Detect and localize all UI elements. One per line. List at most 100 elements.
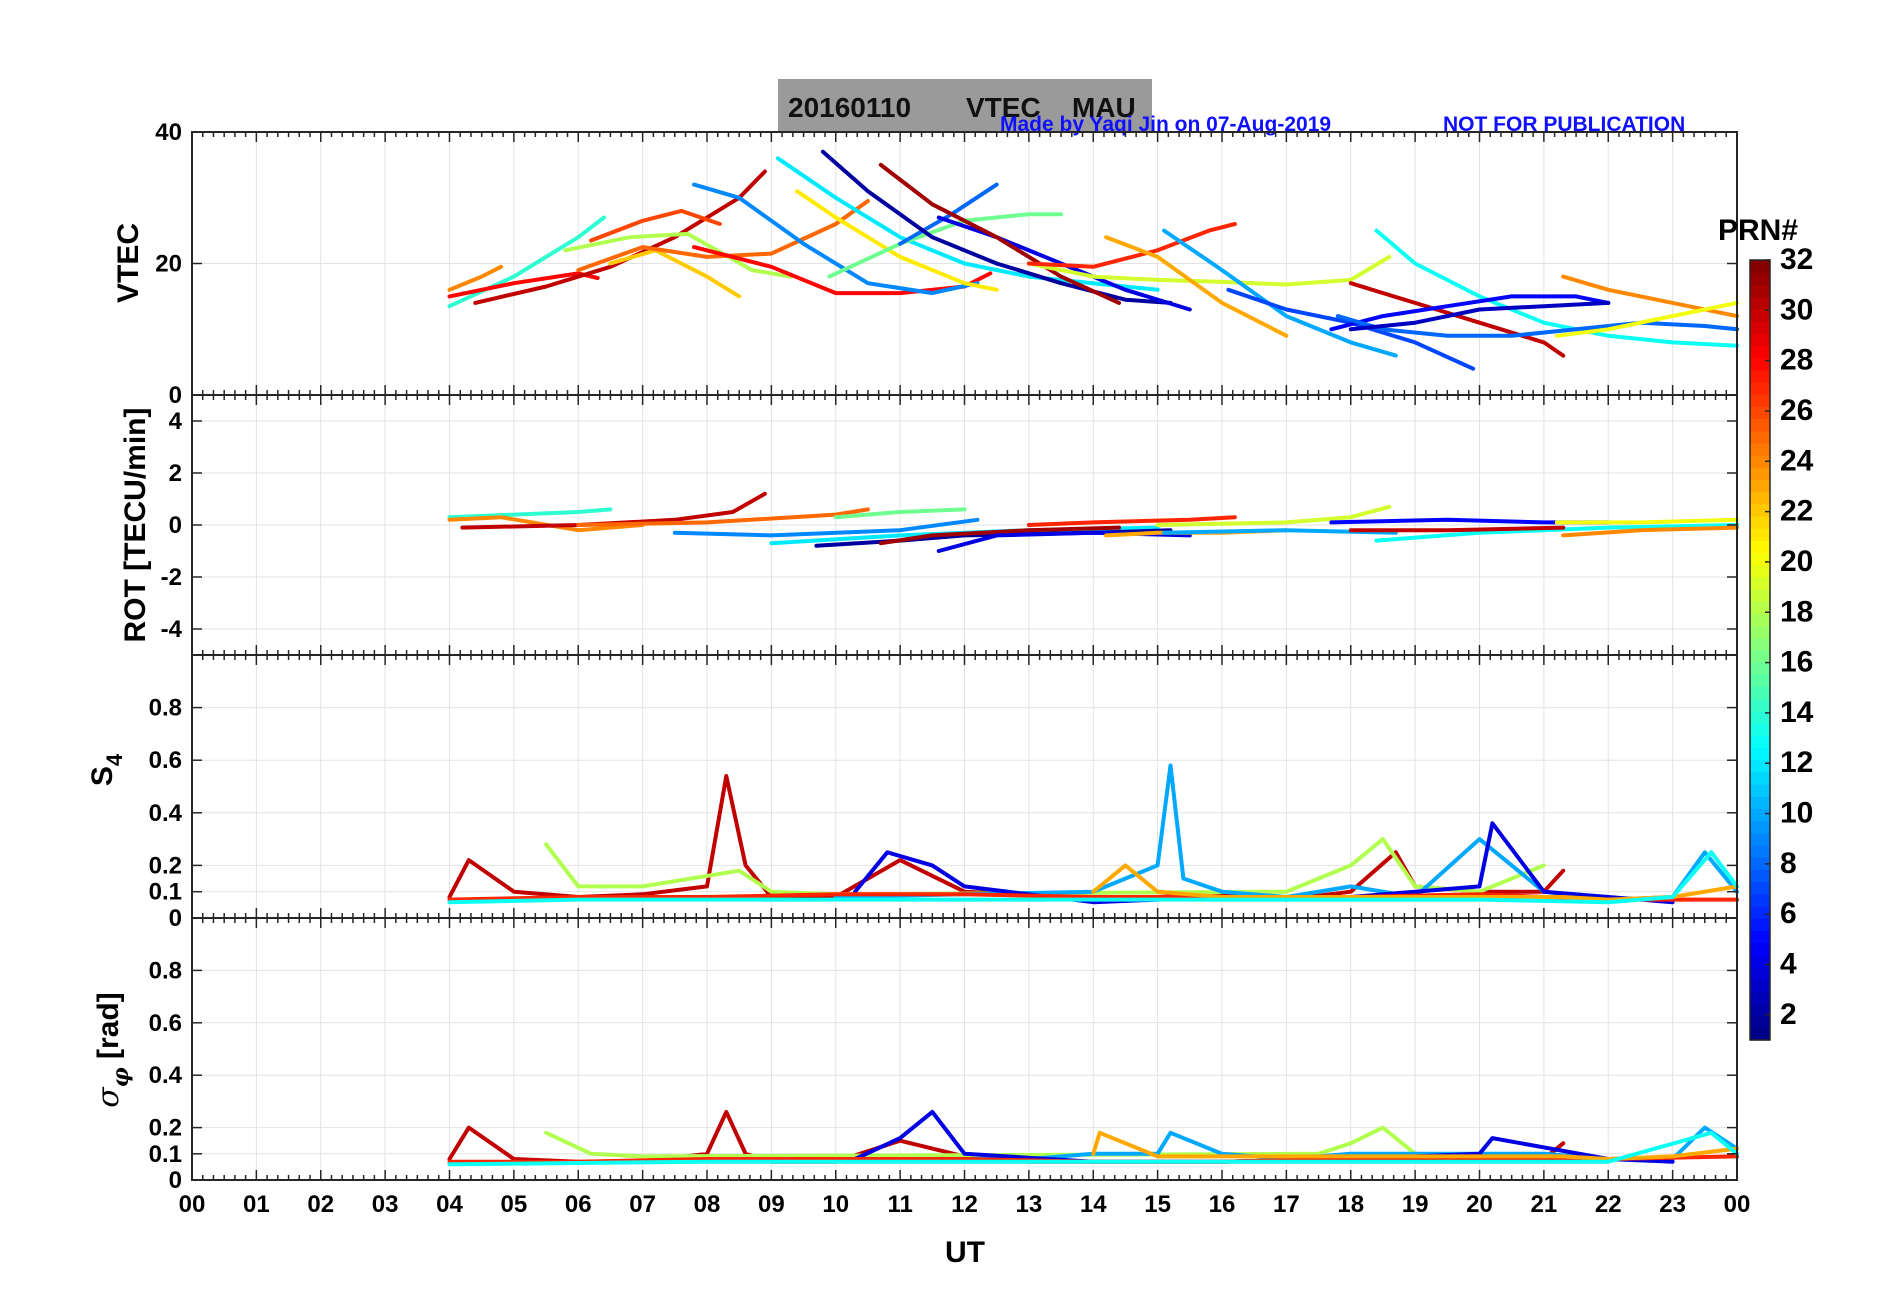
colorbar-segment — [1750, 272, 1770, 285]
colorbar-tick-label: 18 — [1780, 595, 1813, 628]
colorbar-tick-label: 10 — [1780, 797, 1813, 830]
y-tick-label: -2 — [161, 564, 182, 591]
colorbar-segment — [1750, 966, 1770, 980]
x-tick-label: 11 — [887, 1191, 912, 1218]
colorbar-segment — [1750, 1015, 1770, 1029]
colorbar-segment — [1750, 893, 1770, 907]
series-line-prn-27 — [1026, 222, 1237, 269]
colorbar-segment — [1750, 491, 1770, 505]
y-tick-label: 0.4 — [149, 1062, 183, 1089]
colorbar-segment — [1750, 686, 1770, 700]
series-line-prn-16 — [827, 212, 1064, 279]
x-tick-label: 04 — [436, 1191, 463, 1218]
colorbar-segment — [1750, 418, 1770, 432]
colorbar-segment — [1750, 442, 1770, 456]
colorbar-segment — [1750, 576, 1770, 590]
x-tick-label: 05 — [501, 1191, 528, 1218]
y-tick-label: 0.1 — [149, 1141, 182, 1168]
series-line-prn-22 — [608, 248, 742, 299]
colorbar-segment — [1750, 747, 1770, 761]
colorbar-segment — [1750, 979, 1770, 992]
series-line-prn-31 — [878, 162, 1121, 305]
series-line-prn-19 — [1026, 254, 1392, 287]
colorbar-tick-label: 14 — [1780, 696, 1814, 729]
y-axis-label: S4 — [86, 753, 127, 786]
colorbar-tick-label: 20 — [1780, 545, 1813, 578]
x-tick-label: 00 — [1724, 1191, 1751, 1218]
series-line-prn-18 — [563, 231, 793, 279]
y-tick-label: 0 — [169, 382, 182, 409]
colorbar-segment — [1750, 723, 1770, 736]
panel-rot: -4 -2 0 2 4 ROT [TECU/min] — [119, 394, 1739, 656]
series-line-prn-9 — [672, 517, 980, 538]
x-tick-label: 13 — [1016, 1191, 1043, 1218]
x-tick-label: 14 — [1080, 1191, 1107, 1218]
colorbar-segment — [1750, 345, 1770, 359]
colorbar-segment — [1750, 796, 1770, 810]
colorbar-segment — [1750, 954, 1770, 968]
panel-sigma-phi: 00.10.2 0.4 0.6 0.8 σφ [rad] — [91, 917, 1739, 1194]
panel-s4: 00.10.2 0.4 0.6 0.8 S4 — [86, 654, 1739, 932]
colorbar-tick-label: 26 — [1780, 394, 1813, 427]
title-box — [778, 79, 1152, 131]
x-tick-label: 16 — [1209, 1191, 1236, 1218]
colorbar-segment — [1750, 455, 1770, 468]
colorbar-segment — [1750, 381, 1770, 395]
title-date: 20160110 — [788, 92, 911, 123]
colorbar-segment — [1750, 308, 1770, 322]
series-line-prn-9 — [692, 182, 980, 296]
y-tick-label: 0.4 — [149, 800, 183, 827]
colorbar-tick-label: 22 — [1780, 495, 1813, 528]
colorbar-tick-label: 6 — [1780, 897, 1797, 930]
notice-text: NOT FOR PUBLICATION — [1443, 113, 1685, 136]
colorbar-segment — [1750, 284, 1770, 298]
y-tick-label: 0.6 — [149, 747, 182, 774]
colorbar-frame — [1749, 259, 1771, 1041]
series-line-prn-16 — [833, 507, 967, 520]
series-line-prn-24 — [447, 264, 503, 292]
series-line-prn-23 — [1091, 1130, 1739, 1161]
series-line-prn-2 — [820, 149, 1173, 305]
colorbar-segment — [1750, 394, 1770, 407]
series-line-prn-30 — [1348, 281, 1566, 358]
colorbar-segment — [1750, 735, 1770, 749]
colorbar-segment — [1750, 845, 1770, 858]
colorbar-segment — [1750, 1003, 1770, 1017]
y-tick-label: 20 — [155, 251, 182, 278]
colorbar-segment — [1750, 589, 1770, 602]
colorbar-segment — [1750, 918, 1770, 931]
y-tick-label: 40 — [155, 119, 182, 146]
title-product: VTEC — [966, 92, 1041, 123]
x-axis-label: UT — [945, 1236, 985, 1269]
series-line-prn-14 — [447, 507, 613, 520]
colorbar-segment — [1750, 710, 1770, 724]
colorbar-segment — [1750, 820, 1770, 834]
colorbar-segment — [1750, 637, 1770, 651]
series-line-prn-13 — [447, 850, 1739, 905]
y-axis-label: ROT [TECU/min] — [119, 408, 152, 643]
y-tick-label: 0 — [169, 1167, 182, 1194]
x-tick-label: 18 — [1337, 1191, 1364, 1218]
x-axis: 00 01 02 03 04 05 06 07 08 09 10 11 12 13 14 15 16 17 18 19… — [179, 1191, 1751, 1218]
colorbar-segment — [1750, 540, 1770, 554]
series-line-prn-12 — [775, 156, 1160, 292]
x-tick-label: 09 — [758, 1191, 785, 1218]
series-line-prn-13 — [1374, 228, 1739, 348]
x-tick-label: 02 — [307, 1191, 334, 1218]
x-tick-label: 10 — [822, 1191, 849, 1218]
x-tick-label: 22 — [1595, 1191, 1622, 1218]
y-tick-label: -4 — [161, 616, 183, 643]
series-line-prn-13 — [447, 1130, 1739, 1167]
series-line-prn-18 — [544, 1125, 1418, 1159]
y-tick-label: 0 — [169, 512, 182, 539]
y-tick-label: 0.1 — [149, 879, 182, 906]
series-line-prn-31 — [878, 525, 1121, 546]
colorbar-segment — [1750, 905, 1770, 919]
colorbar-segment — [1750, 601, 1770, 615]
y-tick-label: 4 — [169, 408, 183, 435]
x-tick-label: 19 — [1402, 1191, 1429, 1218]
y-tick-label: 2 — [169, 460, 182, 487]
y-tick-label: 0.8 — [149, 957, 182, 984]
x-tick-label: 17 — [1273, 1191, 1300, 1218]
